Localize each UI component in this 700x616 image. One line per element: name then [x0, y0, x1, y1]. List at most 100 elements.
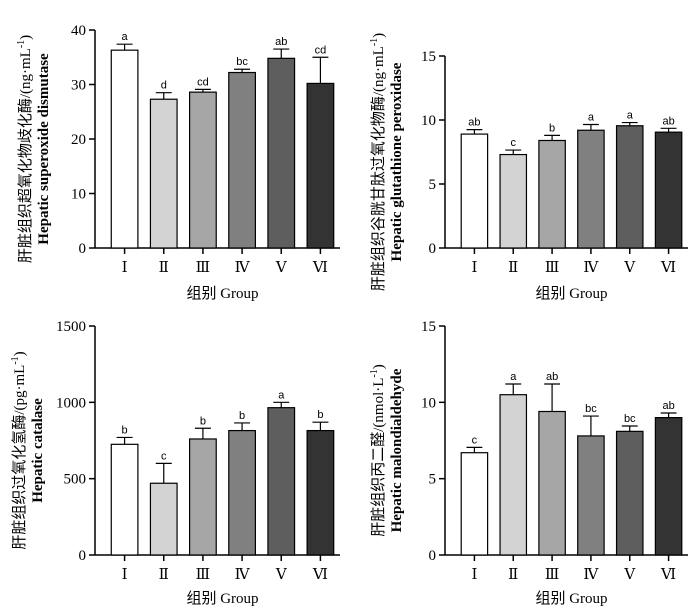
y-axis-title-close: ): [18, 35, 34, 40]
y-tick-label: 10: [421, 113, 436, 129]
y-axis-title-text: 肝脏组织超氧化物歧化酶/(ng·mL: [17, 48, 34, 263]
x-tick-label: Ⅰ: [122, 567, 128, 583]
y-axis-title: 肝脏组织谷胱甘肽过氧化物酶/(ng·mL-1): [369, 33, 387, 291]
x-tick-label: Ⅳ: [583, 567, 599, 583]
y-axis-title-en: Hepatic glutathione peroxidase: [389, 62, 405, 261]
bar: [110, 443, 139, 556]
x-tick-label: Ⅱ: [159, 567, 169, 583]
bar: [306, 82, 335, 249]
y-axis-title-close: ): [371, 33, 387, 38]
y-tick-label: 1500: [56, 319, 86, 335]
x-axis-title: 组别 Group: [186, 285, 258, 302]
significance-letter: a: [510, 371, 517, 383]
x-tick-label: Ⅲ: [545, 260, 559, 276]
bar: [306, 429, 335, 556]
y-tick-label: 0: [429, 548, 437, 564]
bar: [538, 139, 566, 249]
y-axis-title-text: 肝脏组织过氧化氢酶/(pg·mL: [11, 365, 28, 550]
bar: [499, 394, 528, 556]
bar: [228, 71, 256, 249]
y-tick-label: 10: [421, 395, 436, 411]
x-tick-label: Ⅰ: [471, 260, 477, 276]
x-tick-label: Ⅲ: [545, 567, 559, 583]
bar: [149, 482, 178, 556]
bar: [267, 407, 296, 556]
bar: [149, 98, 178, 249]
significance-letter: a: [122, 31, 129, 43]
significance-letter: c: [511, 137, 517, 149]
significance-letter: d: [161, 80, 167, 92]
bar: [189, 438, 217, 556]
bar: [654, 417, 683, 556]
x-tick-label: Ⅴ: [623, 567, 636, 583]
y-tick-label: 0: [79, 241, 87, 257]
x-tick-label: Ⅳ: [235, 260, 251, 276]
bar: [189, 91, 217, 249]
significance-letter: bc: [236, 56, 248, 68]
significance-letter: ab: [546, 371, 558, 383]
significance-letter: ab: [662, 400, 674, 412]
y-tick-label: 40: [71, 23, 86, 39]
x-axis-title: 组别 Group: [535, 590, 607, 607]
x-tick-label: Ⅱ: [159, 260, 169, 276]
significance-letter: ab: [468, 117, 480, 129]
y-tick-label: 500: [64, 472, 87, 488]
bar: [110, 49, 139, 249]
bar: [615, 430, 644, 556]
y-tick-label: 30: [71, 78, 86, 94]
significance-letter: b: [549, 122, 555, 134]
x-tick-label: Ⅲ: [196, 567, 210, 583]
y-axis-title: 肝脏组织过氧化氢酶/(pg·mL-1): [10, 351, 28, 549]
x-tick-label: Ⅳ: [583, 260, 599, 276]
bar: [460, 133, 489, 249]
y-axis-title-en: Hepatic superoxide dismutase: [36, 53, 52, 245]
x-tick-label: Ⅱ: [508, 260, 518, 276]
significance-letter: a: [278, 389, 285, 401]
significance-letter: b: [200, 415, 206, 427]
x-tick-label: Ⅰ: [471, 567, 477, 583]
significance-letter: a: [588, 111, 595, 123]
y-axis-title-sup: -1: [10, 356, 21, 364]
y-tick-label: 5: [429, 177, 437, 193]
x-tick-label: Ⅴ: [275, 567, 288, 583]
x-tick-label: Ⅵ: [312, 567, 328, 583]
bar: [499, 153, 528, 249]
x-tick-label: Ⅴ: [623, 260, 636, 276]
significance-letter: c: [161, 450, 167, 462]
bar: [538, 410, 566, 556]
y-tick-label: 15: [421, 49, 436, 65]
bar: [267, 57, 296, 249]
bar: [228, 429, 256, 556]
y-axis-title-text: 肝脏组织谷胱甘肽过氧化物酶/(ng·mL: [370, 46, 387, 291]
x-tick-label: Ⅵ: [312, 260, 328, 276]
x-tick-label: Ⅵ: [660, 567, 676, 583]
significance-letter: a: [627, 110, 634, 122]
x-tick-label: Ⅲ: [196, 260, 210, 276]
x-tick-label: Ⅱ: [508, 567, 518, 583]
y-axis-title-close: ): [12, 351, 28, 356]
bar: [654, 131, 683, 249]
significance-letter: b: [122, 424, 128, 436]
y-axis-title-text: 肝脏组织丙二醛/(nmol·L: [370, 378, 387, 537]
y-axis-title-sup: -1: [369, 38, 380, 46]
x-tick-label: Ⅴ: [275, 260, 288, 276]
x-tick-label: Ⅵ: [660, 260, 676, 276]
y-tick-label: 1000: [56, 395, 86, 411]
significance-letter: b: [317, 409, 323, 421]
y-axis-title: 肝脏组织超氧化物歧化酶/(ng·mL-1): [16, 35, 34, 263]
x-tick-label: Ⅰ: [122, 260, 128, 276]
bar: [577, 129, 605, 249]
significance-letter: cd: [197, 76, 209, 88]
y-axis-title-sup: -1: [16, 40, 27, 48]
y-axis-title-en: Hepatic malondialdehyde: [389, 368, 405, 532]
y-axis-title: 肝脏组织丙二醛/(nmol·L-1): [369, 364, 387, 537]
significance-letter: ab: [662, 115, 674, 127]
y-axis-title-en: Hepatic catalase: [30, 398, 46, 503]
bar: [615, 125, 644, 249]
significance-letter: c: [472, 434, 478, 446]
